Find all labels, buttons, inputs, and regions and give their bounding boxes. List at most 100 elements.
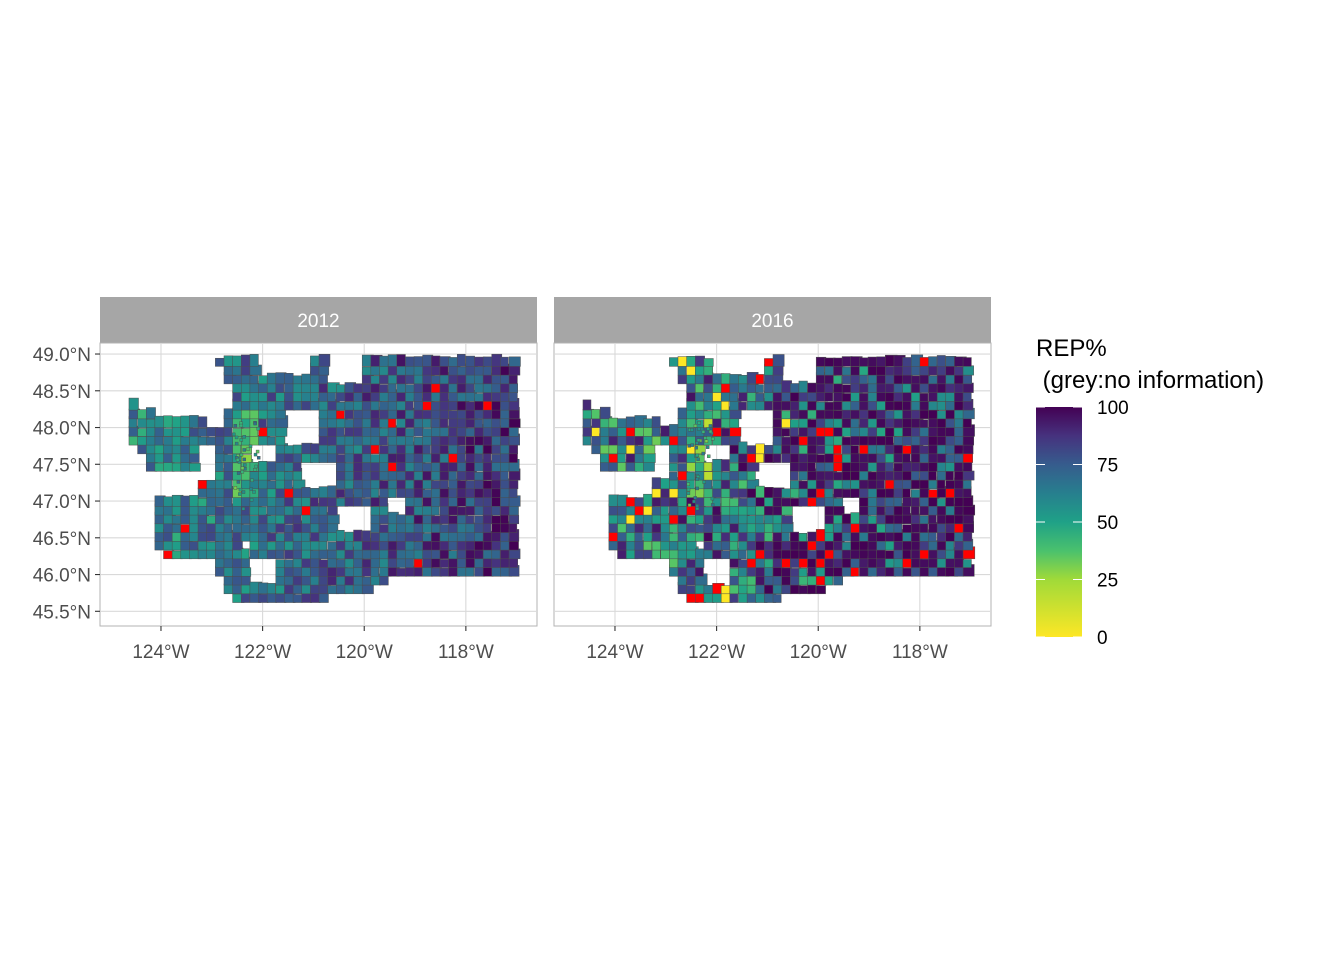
legend-title-line1: REP% <box>1036 335 1107 362</box>
precinct <box>936 532 948 542</box>
legend-title-line2: (grey:no information) <box>1036 367 1264 394</box>
precinct <box>695 441 699 445</box>
precinct <box>859 418 869 428</box>
precinct <box>936 383 947 393</box>
precinct <box>327 504 338 516</box>
precinct <box>690 443 694 447</box>
precinct <box>241 514 251 525</box>
legend-tick-label: 75 <box>1097 456 1118 477</box>
precinct <box>859 374 868 385</box>
precinct <box>824 374 834 385</box>
precinct <box>608 494 619 507</box>
precinct <box>171 444 182 455</box>
precinct <box>815 557 825 568</box>
precinct <box>256 426 260 431</box>
precinct <box>240 470 245 474</box>
precinct <box>284 524 293 533</box>
precinct <box>163 415 173 428</box>
precinct <box>327 514 340 525</box>
precinct <box>708 429 713 434</box>
precinct <box>180 452 191 463</box>
precinct <box>711 437 715 441</box>
precinct <box>206 479 217 490</box>
precinct <box>910 375 921 385</box>
precinct <box>746 391 758 402</box>
precinct <box>893 427 904 437</box>
precinct <box>695 557 705 568</box>
precinct <box>422 489 433 498</box>
precinct <box>508 480 519 490</box>
facet-strip-2012 <box>100 297 537 343</box>
precinct <box>651 477 661 490</box>
precinct <box>379 480 390 490</box>
precinct <box>876 488 887 498</box>
precinct <box>474 540 484 551</box>
precinct <box>344 531 354 542</box>
precinct <box>171 515 182 525</box>
precinct <box>902 365 912 376</box>
precinct <box>258 506 267 516</box>
precinct <box>474 453 483 463</box>
precinct <box>232 432 236 437</box>
precinct <box>223 523 233 533</box>
precinct <box>703 358 714 367</box>
precinct <box>266 583 276 595</box>
precinct <box>781 400 792 411</box>
precinct <box>695 355 705 367</box>
precinct <box>327 541 338 551</box>
precinct <box>236 480 241 484</box>
precinct <box>677 575 687 586</box>
precinct-map-2012 <box>128 353 521 603</box>
precinct <box>962 435 975 446</box>
facet-panel-2012: 2012 <box>99 297 538 627</box>
precinct <box>482 444 493 455</box>
precinct <box>936 355 946 367</box>
precinct <box>353 549 364 560</box>
precinct <box>798 445 808 455</box>
precinct <box>266 593 277 603</box>
precinct <box>253 468 257 472</box>
precinct <box>353 383 363 393</box>
precinct <box>284 382 294 393</box>
precinct <box>764 575 774 586</box>
x-tick-label: 118°W <box>438 642 494 663</box>
precinct <box>241 524 251 533</box>
precinct <box>500 514 509 525</box>
precinct <box>712 497 721 507</box>
precinct <box>910 365 921 376</box>
precinct <box>695 486 699 491</box>
precinct <box>919 427 930 437</box>
precinct <box>413 514 424 525</box>
precinct <box>694 445 698 450</box>
precinct <box>617 444 628 455</box>
precinct <box>833 454 843 463</box>
precinct <box>677 480 688 490</box>
precinct <box>344 478 354 490</box>
y-tick-label: 46.0°N <box>33 566 91 587</box>
precinct <box>928 356 938 367</box>
precinct <box>781 531 790 542</box>
y-tick-label: 48.5°N <box>33 382 91 403</box>
x-tick-label: 124°W <box>132 642 189 663</box>
precinct <box>249 498 254 502</box>
precinct <box>422 505 433 516</box>
precinct <box>215 532 225 542</box>
precinct <box>508 356 521 367</box>
precinct <box>243 463 247 467</box>
precinct <box>702 480 706 484</box>
precinct <box>954 374 965 385</box>
precinct <box>413 443 424 455</box>
precinct <box>431 426 441 437</box>
precinct <box>608 417 618 428</box>
precinct <box>448 488 458 498</box>
precinct <box>876 540 887 551</box>
precinct <box>738 522 749 533</box>
precinct <box>266 461 277 472</box>
precinct <box>189 514 200 525</box>
precinct <box>807 531 818 542</box>
precinct <box>318 593 329 603</box>
precinct <box>772 426 783 437</box>
precinct <box>677 532 689 542</box>
precinct <box>258 582 269 595</box>
precinct <box>439 480 449 490</box>
